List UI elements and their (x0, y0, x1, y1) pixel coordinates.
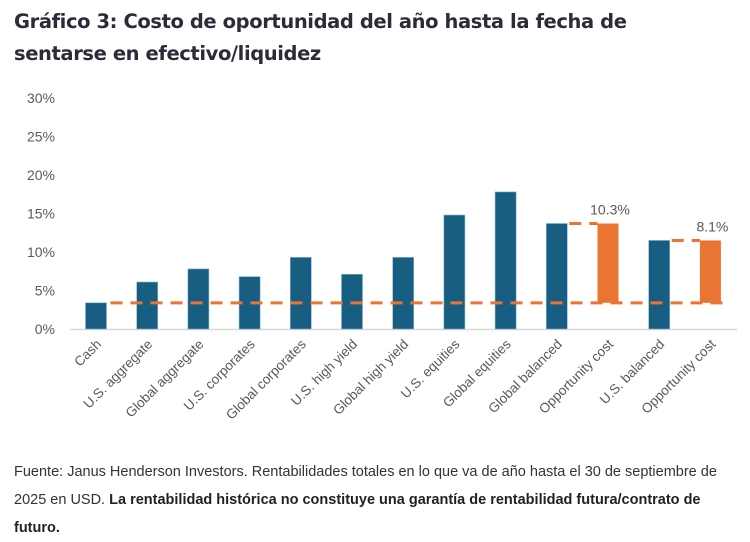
bar-u-s-aggregate (136, 281, 158, 330)
source-note: Fuente: Janus Henderson Investors. Renta… (14, 458, 739, 542)
chart-title: Gráfico 3: Costo de oportunidad del año … (14, 6, 734, 70)
opportunity-cost-bar (597, 223, 619, 303)
y-tick-label: 25% (27, 129, 55, 145)
chart-title-line-2: sentarse en efectivo/liquidez (14, 42, 321, 65)
bar-global-equities (494, 191, 517, 330)
bar-global-corporates (289, 257, 312, 330)
bar-u-s-balanced (648, 240, 671, 330)
y-axis: 0% 5% 10% 15% 20% 25% 30% (27, 90, 55, 337)
opportunity-cost-bar (699, 240, 721, 303)
chart-title-line-1: Gráfico 3: Costo de oportunidad del año … (14, 10, 627, 33)
y-tick-label: 30% (27, 90, 55, 106)
source-text: Fuente: Janus Henderson Investors. Renta… (14, 464, 717, 508)
opportunity-cost-data-label: 8.1% (696, 218, 728, 234)
bar-global-high-yield (392, 257, 415, 330)
disclaimer-text: La rentabilidad histórica no constituye … (14, 492, 701, 536)
bar-cash (85, 302, 107, 330)
y-tick-label: 20% (27, 167, 55, 183)
y-tick-label: 5% (35, 283, 55, 299)
reference-lines (110, 222, 723, 305)
y-tick-label: 15% (27, 206, 55, 222)
y-tick-label: 10% (27, 244, 55, 260)
bar-global-aggregate (187, 268, 210, 330)
data-labels: 10.3% 8.1% (590, 202, 728, 235)
opportunity-cost-data-label: 10.3% (590, 202, 630, 218)
bar-u-s-equities (443, 214, 466, 330)
bars (85, 191, 721, 330)
y-tick-label: 0% (35, 321, 55, 337)
bar-global-balanced (545, 223, 568, 330)
x-tick-label: Cash (71, 337, 104, 370)
